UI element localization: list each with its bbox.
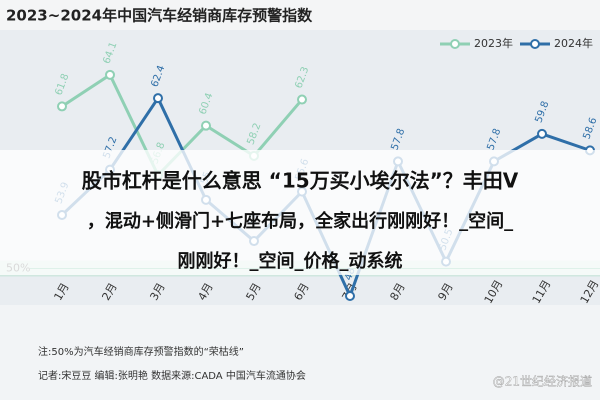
point [297, 94, 307, 105]
overlay-text: ，混动+侧滑门+七座布局，全家出行刚刚好！_空间_ [87, 210, 513, 232]
overlay-text: 刚刚好！_空间_价格_动系统 [178, 250, 403, 272]
legend-marker [530, 39, 540, 49]
header-bar [0, 0, 600, 30]
point [105, 69, 115, 80]
legend-label: 2024年 [554, 36, 593, 50]
point [201, 120, 211, 131]
watermark: @21世纪经济报道 [493, 374, 592, 389]
overlay-text: 股市杠杆是什么意思 “15万买小埃尔法”？丰田V [82, 169, 519, 193]
point [57, 101, 67, 112]
legend-marker [450, 39, 460, 49]
footer-note: 注:50%为汽车经销商库存预警指数的“荣枯线” [38, 345, 244, 358]
footer-area [0, 305, 600, 400]
overlay-band [0, 150, 600, 275]
point [153, 93, 163, 104]
footer-credits: 记者:宋豆豆 编辑:张明艳 数据来源:CADA 中国汽车流通协会 [38, 369, 306, 382]
legend-label: 2023年 [474, 36, 513, 50]
point [537, 128, 547, 139]
chart-title: 2023~2024年中国汽车经销商库存预警指数 [6, 7, 313, 25]
point [345, 290, 355, 301]
